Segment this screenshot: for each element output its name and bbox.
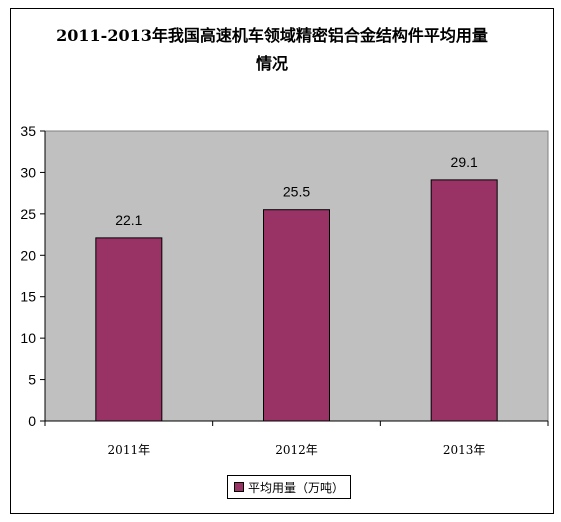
y-tick-label: 35	[20, 123, 36, 139]
x-tick-label: 2013年	[443, 443, 486, 457]
legend-swatch	[234, 482, 244, 492]
y-tick-label: 20	[20, 247, 36, 263]
bar	[430, 179, 498, 422]
y-tick-label: 5	[28, 372, 36, 388]
chart-title-line-2: 情况	[255, 54, 288, 73]
x-tick-label: 2012年	[275, 443, 318, 457]
data-label: 29.1	[451, 154, 478, 170]
bar	[263, 209, 330, 422]
y-tick-label: 25	[20, 206, 36, 222]
y-tick-label: 10	[20, 330, 36, 346]
legend-label: 平均用量（万吨）	[248, 480, 345, 495]
bar	[95, 237, 163, 422]
x-tick-label: 2011年	[108, 443, 151, 457]
y-tick-label: 15	[20, 289, 36, 305]
legend: 平均用量（万吨）	[227, 475, 352, 499]
data-label: 25.5	[283, 184, 310, 200]
chart-title-line-1: 2011-2013年我国高速机车领域精密铝合金结构件平均用量	[56, 26, 488, 45]
data-label: 22.1	[115, 212, 142, 228]
y-tick-label: 30	[20, 164, 36, 180]
y-tick-label: 0	[28, 413, 36, 429]
chart-title: 2011-2013年我国高速机车领域精密铝合金结构件平均用量 情况	[0, 22, 544, 78]
